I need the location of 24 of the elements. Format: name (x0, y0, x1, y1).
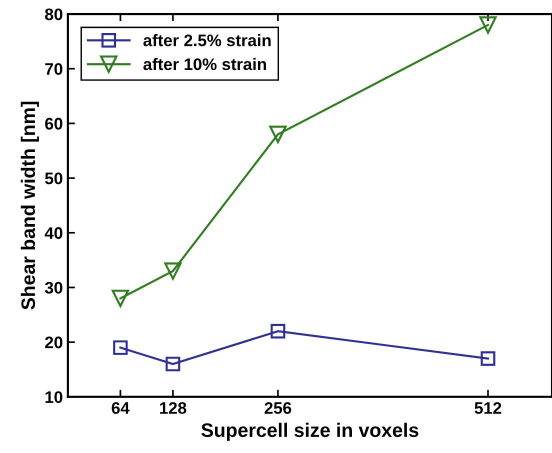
y-tick-label: 60 (45, 118, 62, 130)
y-tick-label: 20 (45, 336, 62, 348)
y-tick-label: 40 (44, 227, 62, 239)
point (166, 356, 180, 372)
y-axis-title: Shear band width [nm] (20, 102, 39, 310)
x-tick-label: 512 (474, 402, 502, 414)
point (269, 126, 287, 144)
point (164, 262, 182, 280)
point (479, 16, 497, 34)
point (113, 340, 128, 355)
y-tick-label: 10 (46, 391, 62, 404)
point (480, 351, 496, 366)
x-tick-label: 128 (160, 402, 186, 414)
point (112, 290, 130, 308)
x-tick-label: 64 (112, 402, 130, 414)
point (270, 324, 286, 339)
y-tick-label: 30 (44, 282, 62, 294)
y-tick-label: 80 (45, 8, 62, 20)
x-tick-label: 256 (264, 402, 292, 414)
x-axis-title: Supercell size in voxels (201, 422, 418, 441)
legend-label: after 10% strain (143, 58, 266, 70)
y-tick-label: 50 (45, 172, 62, 184)
legend-label: after 2.5% strain (143, 34, 271, 46)
y-tick-label: 70 (45, 63, 62, 75)
